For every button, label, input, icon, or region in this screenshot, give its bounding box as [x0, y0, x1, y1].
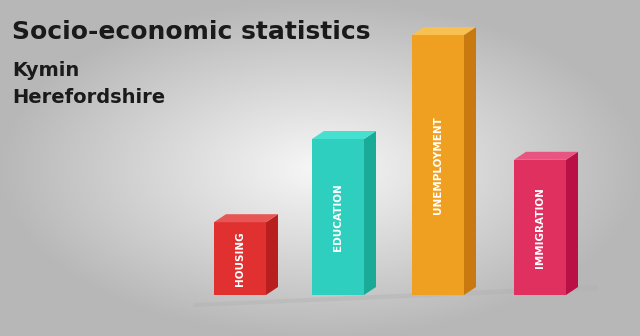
Text: Socio-economic statistics: Socio-economic statistics: [12, 20, 371, 44]
Polygon shape: [412, 27, 476, 35]
Polygon shape: [214, 287, 278, 295]
Text: Herefordshire: Herefordshire: [12, 88, 165, 107]
Polygon shape: [514, 152, 578, 160]
Polygon shape: [514, 160, 566, 295]
Polygon shape: [364, 131, 376, 295]
Polygon shape: [214, 222, 266, 295]
Text: HOUSING: HOUSING: [235, 231, 245, 286]
Polygon shape: [514, 287, 578, 295]
Polygon shape: [312, 131, 376, 139]
Polygon shape: [412, 35, 464, 295]
Text: Kymin: Kymin: [12, 61, 79, 80]
Polygon shape: [312, 139, 364, 295]
Polygon shape: [266, 214, 278, 295]
Text: EDUCATION: EDUCATION: [333, 183, 343, 251]
Polygon shape: [312, 287, 376, 295]
Polygon shape: [194, 285, 598, 307]
Polygon shape: [214, 214, 278, 222]
Text: UNEMPLOYMENT: UNEMPLOYMENT: [433, 116, 443, 214]
Polygon shape: [464, 27, 476, 295]
Polygon shape: [412, 287, 476, 295]
Polygon shape: [566, 152, 578, 295]
Text: IMMIGRATION: IMMIGRATION: [535, 187, 545, 268]
